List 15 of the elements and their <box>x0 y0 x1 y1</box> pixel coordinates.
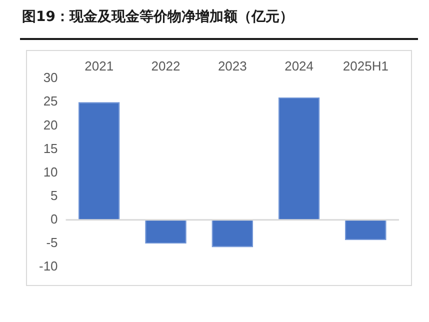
x-tick-label: 2024 <box>284 58 314 74</box>
x-tick-label: 2023 <box>218 58 247 74</box>
y-tick-label: 20 <box>43 117 58 132</box>
y-tick-label: -10 <box>38 258 58 274</box>
x-tick-label: 2025H1 <box>342 58 388 74</box>
y-tick-label: 0 <box>50 211 58 226</box>
y-tick-label: 15 <box>43 140 58 156</box>
y-tick-label: 30 <box>43 70 58 86</box>
y-tick-label: 5 <box>50 188 58 203</box>
y-tick-label: 25 <box>43 94 58 109</box>
x-tick-label: 2021 <box>84 58 114 74</box>
x-tick-label: 2022 <box>151 58 180 74</box>
chart-title: 图19：现金及现金等价物净增加额（亿元） <box>22 8 294 26</box>
y-tick-label: 10 <box>43 164 58 180</box>
y-tick-label: -5 <box>46 235 58 250</box>
